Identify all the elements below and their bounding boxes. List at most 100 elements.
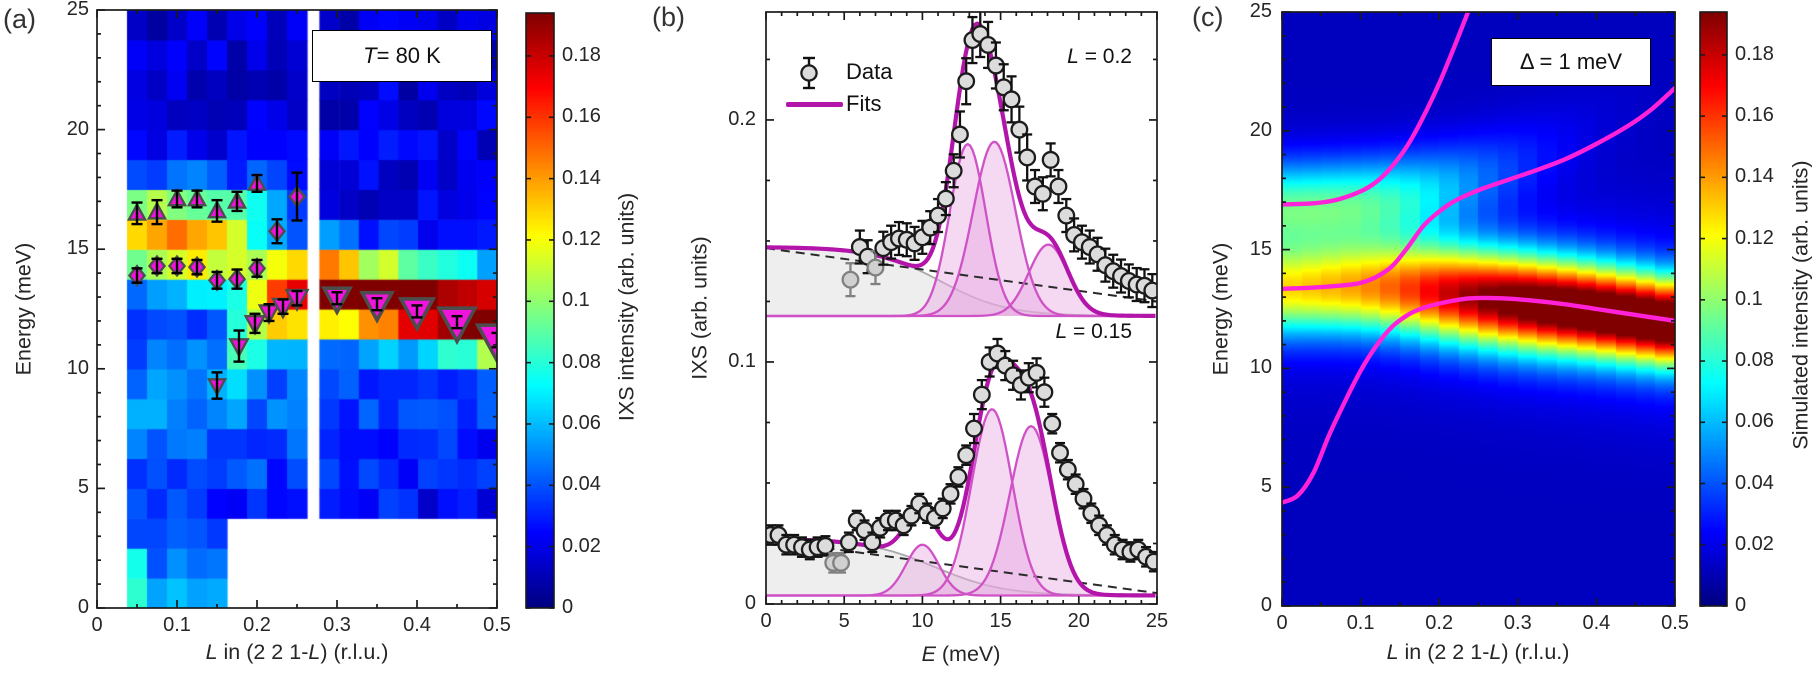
data-point xyxy=(957,446,976,465)
data-point xyxy=(1043,414,1062,433)
xlabel-text: ) (r.l.u.) xyxy=(1501,640,1570,664)
data-errorbar xyxy=(945,483,956,505)
x-tick-label: 0.3 xyxy=(323,614,351,636)
temperature-symbol: T xyxy=(363,43,377,68)
data-point xyxy=(963,31,982,50)
colorbar-tick-label: 0.12 xyxy=(562,227,601,250)
data-point xyxy=(941,484,960,503)
fit-component-fill xyxy=(766,544,1157,596)
x-tick-label: 0 xyxy=(91,614,103,636)
data-point xyxy=(936,189,955,208)
fit-component-fill xyxy=(766,141,1157,316)
fit-component-line xyxy=(766,140,1156,318)
data-point xyxy=(950,125,969,144)
data-point xyxy=(1112,267,1130,286)
data-errorbar xyxy=(1131,266,1142,303)
data-errorbar xyxy=(953,466,964,488)
data-errorbar xyxy=(1037,176,1048,212)
y-tick-label: 0.1 xyxy=(728,349,756,372)
data-point xyxy=(1119,271,1138,290)
data-point xyxy=(1143,281,1157,300)
panel-a-letter: (a) xyxy=(3,4,36,34)
data-point xyxy=(897,230,916,249)
colorbar-tick-label: 0.02 xyxy=(562,534,601,557)
data-errorbar xyxy=(886,224,897,260)
data-point xyxy=(785,535,804,554)
data-point xyxy=(1004,366,1023,385)
data-errorbar xyxy=(1061,197,1072,234)
data-point xyxy=(944,161,963,180)
data-point xyxy=(1057,206,1076,225)
data-point xyxy=(905,234,924,253)
data-errorbar xyxy=(898,514,909,537)
y-tick-label: 25 xyxy=(66,0,89,20)
data-point xyxy=(1010,120,1029,139)
gap-value: Δ = 1 meV xyxy=(1519,49,1623,74)
data-point xyxy=(1096,256,1115,275)
fit-component-line xyxy=(766,408,1156,597)
data-errorbar xyxy=(1039,376,1050,408)
elastic-background-line xyxy=(766,246,1156,317)
y-tick-label: 10 xyxy=(1249,356,1272,379)
xlabel-text: in (2 2 1- xyxy=(1398,640,1490,664)
panel-b-plot xyxy=(766,12,1157,598)
colorbar-tick-label: 0.06 xyxy=(562,411,601,434)
colorbar-tick-label: 0.1 xyxy=(562,289,590,312)
data-errorbar xyxy=(1006,75,1017,124)
data-point xyxy=(902,506,921,525)
y-tick-label: 0 xyxy=(744,592,756,614)
fit-component-fill xyxy=(766,244,1157,316)
data-errorbar xyxy=(1076,224,1087,260)
x-tick-label: 0.5 xyxy=(483,614,511,636)
y-tick-label: 0 xyxy=(77,596,89,618)
fit-component-fill xyxy=(766,426,1157,596)
data-errorbar xyxy=(1108,253,1119,289)
data-errorbar xyxy=(1092,236,1103,272)
data-point xyxy=(1019,368,1038,387)
data-errorbar xyxy=(940,180,951,217)
data-errorbar xyxy=(1069,217,1080,253)
y-tick-label: 10 xyxy=(66,356,89,379)
data-errorbar xyxy=(875,516,886,539)
data-errorbar xyxy=(812,536,823,558)
data-point xyxy=(855,521,874,540)
y-tick-label: 5 xyxy=(77,476,89,499)
data-errorbar xyxy=(766,524,776,546)
xlabel-italic: L xyxy=(205,640,218,664)
data-errorbar xyxy=(1023,362,1034,394)
x-tick-label: 0 xyxy=(1276,612,1288,634)
data-errorbar xyxy=(867,531,878,554)
data-point xyxy=(793,538,811,557)
data-errorbar xyxy=(882,509,893,532)
x-tick-label: 0 xyxy=(760,610,772,632)
data-errorbar xyxy=(1094,514,1105,537)
data-point xyxy=(1026,177,1044,196)
panel-c-letter: (c) xyxy=(1192,2,1224,32)
colorbar-tick-label: 0.04 xyxy=(1735,471,1774,494)
colorbar-tick-label: 0.18 xyxy=(562,43,601,66)
legend-fits-label: Fits xyxy=(846,91,882,116)
data-point xyxy=(1049,177,1068,196)
panel-c-xlabel: L in (2 2 1-L) (r.l.u.) xyxy=(1387,640,1570,665)
data-point xyxy=(1144,552,1157,571)
panel-c-heatmap xyxy=(1282,12,1675,606)
data-point xyxy=(1018,148,1037,167)
x-tick-label: 5 xyxy=(838,610,850,632)
y-tick-label: 15 xyxy=(66,237,89,260)
data-errorbar xyxy=(975,12,986,59)
panel-a-heatmap xyxy=(97,10,497,608)
fit-component-line xyxy=(766,243,1156,318)
y-tick-label: 25 xyxy=(1249,0,1272,22)
colorbar-tick-label: 0.18 xyxy=(1735,42,1774,65)
data-point xyxy=(1105,535,1124,554)
data-errorbar xyxy=(983,20,994,70)
data-point xyxy=(957,72,976,91)
y-tick-label: 0 xyxy=(1260,594,1272,616)
data-point xyxy=(847,511,866,530)
data-errorbar xyxy=(984,346,995,378)
x-tick-label: 0.4 xyxy=(1582,612,1611,634)
data-point xyxy=(933,499,952,518)
panel-c-colorbar xyxy=(1700,12,1727,606)
y-tick-label: 20 xyxy=(66,117,89,140)
data-errorbar xyxy=(836,552,847,574)
